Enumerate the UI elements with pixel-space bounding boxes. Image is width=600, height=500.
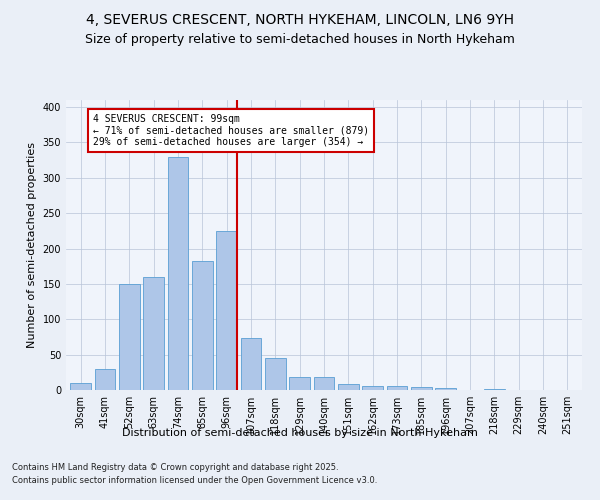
Bar <box>192 262 212 390</box>
Bar <box>362 386 383 390</box>
Text: Contains public sector information licensed under the Open Government Licence v3: Contains public sector information licen… <box>12 476 377 485</box>
Text: Contains HM Land Registry data © Crown copyright and database right 2025.: Contains HM Land Registry data © Crown c… <box>12 462 338 471</box>
Text: Size of property relative to semi-detached houses in North Hykeham: Size of property relative to semi-detach… <box>85 32 515 46</box>
Bar <box>70 383 91 390</box>
Bar <box>241 338 262 390</box>
Text: 4, SEVERUS CRESCENT, NORTH HYKEHAM, LINCOLN, LN6 9YH: 4, SEVERUS CRESCENT, NORTH HYKEHAM, LINC… <box>86 12 514 26</box>
Bar <box>411 387 432 390</box>
Bar <box>338 384 359 390</box>
Bar <box>314 376 334 390</box>
Bar <box>289 376 310 390</box>
Bar <box>436 388 456 390</box>
Bar <box>95 369 115 390</box>
Bar <box>265 358 286 390</box>
Bar <box>143 277 164 390</box>
Text: Distribution of semi-detached houses by size in North Hykeham: Distribution of semi-detached houses by … <box>122 428 478 438</box>
Bar <box>119 284 140 390</box>
Y-axis label: Number of semi-detached properties: Number of semi-detached properties <box>27 142 37 348</box>
Bar <box>386 386 407 390</box>
Text: 4 SEVERUS CRESCENT: 99sqm
← 71% of semi-detached houses are smaller (879)
29% of: 4 SEVERUS CRESCENT: 99sqm ← 71% of semi-… <box>93 114 369 148</box>
Bar <box>167 156 188 390</box>
Bar <box>216 231 237 390</box>
